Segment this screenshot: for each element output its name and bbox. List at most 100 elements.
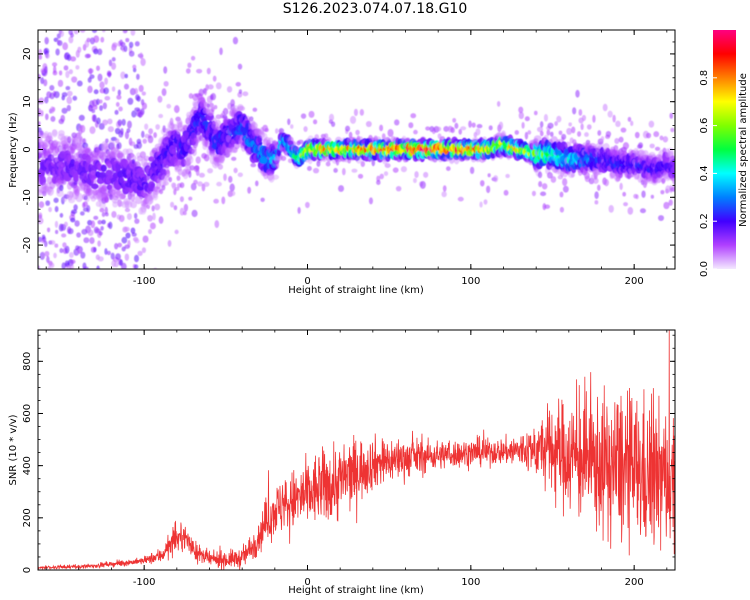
- snr-y-tick-label: 600: [22, 404, 33, 423]
- heatmap-noise-cell: [233, 167, 238, 174]
- heatmap-noise-cell: [290, 124, 294, 129]
- heatmap-noise-cell: [48, 206, 52, 213]
- heatmap-noise-cell: [190, 55, 196, 61]
- heatmap-cell: [177, 120, 183, 126]
- heatmap-y-axis-label: Frequency (Hz): [8, 112, 19, 188]
- heatmap-noise-cell: [581, 114, 587, 122]
- heatmap-noise-cell: [414, 171, 419, 178]
- heatmap-noise-cell: [87, 229, 94, 236]
- heatmap-y-tick-label: 0: [22, 146, 33, 152]
- heatmap-noise-cell: [191, 209, 198, 218]
- heatmap-noise-cell: [46, 255, 50, 264]
- heatmap-noise-cell: [353, 108, 358, 117]
- heatmap-noise-cell: [493, 175, 499, 183]
- heatmap-noise-cell: [49, 85, 55, 91]
- heatmap-noise-cell: [607, 110, 613, 118]
- heatmap-noise-cell: [452, 117, 457, 123]
- heatmap-noise-cell: [305, 201, 310, 209]
- heatmap-noise-cell: [562, 178, 568, 187]
- heatmap-noise-cell: [662, 136, 669, 143]
- heatmap-noise-cell: [197, 181, 203, 187]
- heatmap-cell: [91, 183, 99, 190]
- heatmap-noise-cell: [120, 41, 126, 47]
- heatmap-noise-cell: [188, 196, 193, 201]
- heatmap-noise-cell: [338, 185, 345, 192]
- heatmap-noise-cell: [123, 45, 128, 52]
- snr-x-tick-label: 100: [461, 577, 480, 588]
- heatmap-noise-cell: [65, 86, 71, 91]
- heatmap-noise-cell: [190, 182, 197, 191]
- heatmap-cell: [118, 152, 124, 158]
- heatmap-noise-cell: [45, 200, 51, 206]
- heatmap-cell: [47, 132, 53, 140]
- heatmap-noise-cell: [580, 123, 584, 131]
- heatmap-noise-cell: [62, 242, 67, 248]
- colorbar-tick-label: 0.0: [699, 261, 710, 277]
- heatmap-noise-cell: [140, 108, 145, 116]
- heatmap-noise-cell: [54, 229, 59, 235]
- heatmap-noise-cell: [486, 185, 491, 194]
- heatmap-cell: [58, 129, 65, 137]
- heatmap-noise-cell: [71, 76, 78, 83]
- heatmap-noise-cell: [59, 30, 65, 38]
- heatmap-noise-cell: [141, 130, 145, 138]
- heatmap-noise-cell: [306, 165, 312, 171]
- heatmap-noise-cell: [136, 73, 140, 80]
- heatmap-noise-cell: [97, 220, 103, 225]
- heatmap-noise-cell: [54, 220, 59, 228]
- heatmap-noise-cell: [115, 101, 120, 107]
- heatmap-noise-cell: [38, 201, 45, 209]
- heatmap-noise-cell: [297, 139, 304, 145]
- heatmap-noise-cell: [379, 124, 384, 132]
- heatmap-noise-cell: [167, 240, 172, 247]
- heatmap-noise-cell: [312, 167, 320, 174]
- heatmap-noise-cell: [445, 166, 451, 171]
- heatmap-noise-cell: [73, 30, 79, 35]
- heatmap-noise-cell: [173, 105, 180, 114]
- heatmap-noise-cell: [93, 246, 97, 253]
- heatmap-noise-cell: [630, 120, 634, 127]
- heatmap-noise-cell: [158, 216, 164, 224]
- snr-y-tick-label: 800: [22, 352, 33, 371]
- heatmap-noise-cell: [53, 252, 57, 259]
- heatmap-noise-cell: [79, 30, 86, 33]
- heatmap-noise-cell: [229, 183, 235, 192]
- heatmap-noise-cell: [550, 131, 554, 137]
- snr-frame: [37, 329, 676, 571]
- heatmap-noise-cell: [360, 160, 366, 167]
- heatmap-noise-cell: [63, 65, 69, 71]
- heatmap-noise-cell: [130, 193, 136, 202]
- heatmap-noise-cell: [612, 114, 616, 123]
- snr-series-line: [38, 330, 675, 570]
- heatmap-x-axis-label: Height of straight line (km): [288, 285, 424, 296]
- heatmap-noise-cell: [54, 243, 59, 248]
- heatmap-noise-cell: [404, 137, 411, 143]
- heatmap-noise-cell: [148, 128, 154, 135]
- heatmap-noise-cell: [187, 62, 192, 68]
- heatmap-noise-cell: [454, 122, 459, 129]
- heatmap-noise-cell: [139, 52, 143, 60]
- heatmap-noise-cell: [67, 228, 74, 235]
- heatmap-noise-cell: [158, 113, 164, 119]
- heatmap-noise-cell: [152, 212, 156, 221]
- heatmap-noise-cell: [93, 35, 100, 43]
- heatmap-noise-cell: [568, 122, 572, 127]
- heatmap-cell: [68, 198, 76, 204]
- heatmap-cell: [670, 159, 675, 166]
- heatmap-noise-cell: [173, 205, 178, 211]
- heatmap-noise-cell: [82, 266, 89, 269]
- heatmap-cell: [51, 129, 58, 138]
- heatmap-noise-cell: [142, 235, 149, 243]
- heatmap-noise-cell: [43, 240, 48, 248]
- heatmap-noise-cell: [170, 201, 175, 208]
- heatmap-noise-cell: [49, 240, 56, 245]
- heatmap-noise-cell: [73, 204, 78, 211]
- heatmap-noise-cell: [600, 136, 605, 141]
- heatmap-noise-cell: [104, 206, 108, 215]
- heatmap-noise-cell: [468, 120, 472, 128]
- heatmap-noise-cell: [597, 130, 602, 136]
- heatmap-noise-cell: [140, 58, 146, 67]
- heatmap-noise-cell: [159, 189, 164, 195]
- heatmap-noise-cell: [66, 54, 72, 62]
- heatmap-noise-cell: [425, 126, 431, 131]
